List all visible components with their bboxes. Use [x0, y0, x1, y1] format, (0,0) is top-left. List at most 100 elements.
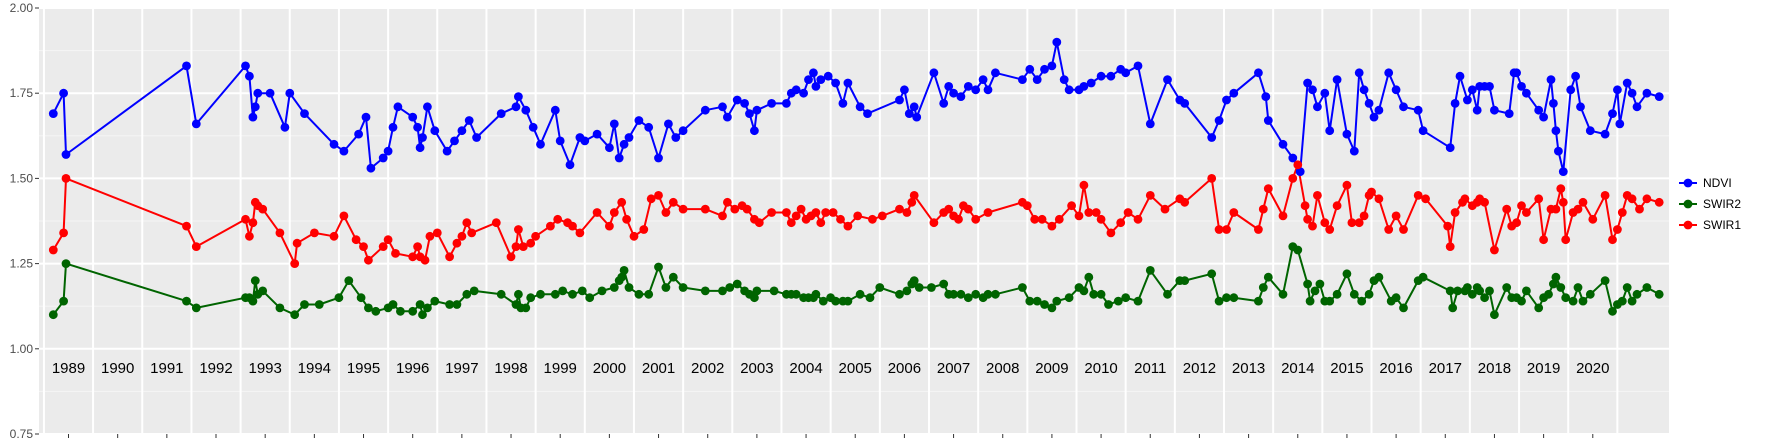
swir1-point: [730, 204, 740, 214]
year-label: 2014: [1281, 360, 1314, 377]
swir2-point: [1121, 293, 1131, 303]
swir2-point: [521, 303, 531, 313]
ndvi-point: [799, 88, 808, 98]
swir2-point: [1303, 279, 1312, 289]
swir1-point: [1517, 201, 1526, 211]
ndvi-point: [767, 99, 776, 108]
swir2-point: [1467, 289, 1477, 299]
ndvi-point: [361, 112, 371, 122]
swir1-point: [609, 208, 619, 217]
ndvi-point: [1278, 139, 1288, 149]
ndvi-point: [624, 133, 634, 142]
swir2-point: [408, 306, 418, 316]
ndvi-point: [1632, 102, 1642, 112]
swir2-point: [875, 283, 885, 292]
swir2-point: [1096, 289, 1106, 299]
ndvi-point: [536, 139, 545, 149]
swir1-point: [1443, 221, 1453, 231]
swir1-point: [1627, 194, 1637, 204]
ndvi-point: [393, 102, 403, 112]
ndvi-point: [408, 112, 418, 122]
swir1-point: [1332, 201, 1342, 211]
year-label: 2004: [789, 360, 822, 377]
swir1-point: [816, 218, 826, 228]
swir1-point: [1288, 174, 1298, 183]
swir2-point: [300, 300, 309, 309]
swir2-point: [1040, 300, 1049, 309]
ndvi-point: [1463, 95, 1472, 105]
ndvi-point: [1086, 78, 1096, 88]
swir1-point: [1608, 235, 1617, 245]
year-label: 2009: [1035, 360, 1068, 377]
year-label: 1999: [544, 360, 577, 377]
ndvi-point: [1585, 126, 1595, 136]
swir2-point: [791, 289, 801, 299]
ndvi-point: [619, 139, 629, 149]
swir2-point: [1445, 286, 1455, 296]
swir1-point: [1359, 211, 1369, 221]
swir1-legend-dot: [1683, 220, 1693, 230]
ndvi-point: [383, 146, 393, 156]
swir2-point: [865, 293, 875, 303]
swir2-point: [831, 296, 840, 306]
swir1-point: [1342, 180, 1352, 190]
year-label: 1992: [199, 360, 232, 377]
ndvi-point: [1504, 109, 1514, 118]
ndvi-point: [956, 92, 966, 101]
swir1-point: [767, 208, 776, 217]
swir1-point: [1308, 221, 1317, 231]
ndvi-point: [614, 153, 624, 163]
swir1-point: [1303, 214, 1312, 224]
swir1-point: [1180, 197, 1190, 207]
swir1-point: [1421, 194, 1430, 204]
swir1-point: [420, 255, 430, 265]
swir2-point: [668, 272, 678, 282]
swir1-point: [1617, 208, 1627, 217]
ndvi-point: [280, 122, 290, 132]
swir2-point: [750, 293, 759, 303]
swir2-point: [914, 283, 924, 292]
ndvi-point: [1613, 85, 1622, 95]
swir2-point: [1502, 283, 1512, 292]
swir2-point: [364, 303, 373, 313]
swir2-point: [661, 283, 671, 292]
swir2-point: [258, 286, 268, 296]
ndvi-point: [809, 68, 818, 78]
ndvi-point: [1320, 88, 1330, 98]
ndvi-point: [1369, 112, 1379, 122]
ndvi-point: [1455, 71, 1465, 81]
swir2-point: [1047, 303, 1057, 313]
swir2-point: [1364, 289, 1374, 299]
swir1-point: [1512, 218, 1521, 228]
swir1-point: [678, 204, 688, 214]
swir1-point: [275, 228, 285, 238]
year-label: 2018: [1478, 360, 1511, 377]
ndvi-point: [1214, 116, 1224, 125]
swir2-point: [1064, 293, 1074, 303]
ndvi-point: [423, 102, 432, 112]
swir2-point: [949, 289, 958, 299]
year-label: 2003: [740, 360, 773, 377]
swir2-point: [182, 296, 191, 306]
swir2-point: [617, 272, 627, 282]
swir1-point: [907, 197, 917, 207]
swir1-point: [1278, 211, 1288, 221]
swir1-point: [963, 204, 973, 214]
swir1-point: [506, 252, 516, 262]
swir2-point: [388, 300, 398, 309]
swir1-point: [1300, 201, 1310, 211]
ndvi-point: [671, 133, 681, 142]
swir1-point: [1030, 214, 1040, 224]
swir1-point: [452, 238, 462, 248]
swir2-point: [418, 310, 427, 320]
ndvi-point: [413, 122, 422, 132]
swir1-point: [796, 204, 806, 214]
ndvi-point: [678, 126, 688, 136]
swir1-point: [1214, 225, 1224, 234]
ndvi-point: [1288, 153, 1298, 163]
swir2-point: [536, 289, 545, 299]
ndvi-point: [1364, 99, 1374, 108]
swir1-point: [668, 197, 678, 207]
swir2-point: [1222, 293, 1231, 303]
swir1-point: [292, 238, 302, 248]
